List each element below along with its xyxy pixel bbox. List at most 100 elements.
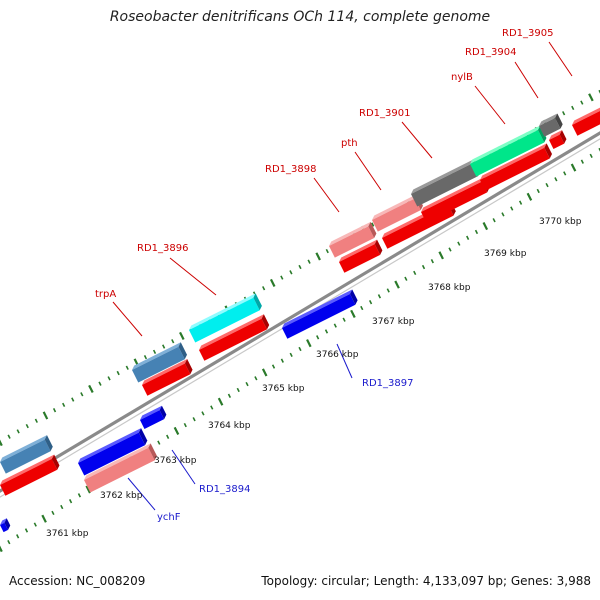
gene-label: ychF [157, 512, 181, 523]
map-title: Roseobacter denitrificans OCh 114, compl… [109, 9, 491, 25]
upper-tick-mark [171, 339, 175, 344]
kbp-label: 3761 kbp [46, 529, 89, 539]
gene-label-leader [169, 257, 217, 296]
gene-feature-face [372, 198, 421, 232]
gene-label: RD1_3897 [362, 378, 413, 389]
lower-tick-mark [536, 188, 540, 194]
gene-feature-top [0, 435, 47, 462]
upper-tick-mark [262, 286, 266, 291]
kbp-label: 3764 kbp [208, 421, 251, 431]
gene-feature-top [282, 289, 353, 328]
gene-feature-face [480, 147, 550, 191]
lower-tick-mark [16, 534, 20, 539]
gene-feature-face [421, 181, 488, 223]
upper-tick-mark [7, 434, 11, 439]
gene-label: RD1_3905 [502, 28, 553, 39]
gene-feature-top [132, 342, 181, 370]
gene-label-leader [112, 301, 143, 337]
gene-feature-end [4, 518, 11, 530]
lower-tick-mark [77, 493, 82, 498]
gene-feature-end [544, 143, 553, 159]
gene-feature-face [470, 130, 545, 177]
gene-feature-top [199, 314, 264, 350]
gene-feature-face [140, 410, 165, 429]
lower-tick-mark [271, 364, 276, 369]
upper-tick-mark [289, 270, 293, 275]
gene-feature-end [368, 221, 377, 238]
gene-feature-face [0, 522, 9, 533]
lower-tick-mark [526, 192, 533, 201]
upper-tick-mark [298, 264, 302, 270]
lower-tick-mark [368, 300, 373, 305]
lower-tick-mark [598, 147, 600, 152]
upper-tick-mark [315, 252, 321, 261]
gene-feature-cds-forward [142, 359, 193, 396]
gene-feature-top [339, 239, 378, 262]
gene-feature-face [339, 244, 381, 273]
gene-feature-top [189, 293, 256, 330]
gene-feature-cds-forward [199, 314, 270, 361]
lower-tick-mark [518, 200, 523, 205]
gene-label: nylB [451, 72, 473, 83]
gene-feature-top [329, 221, 371, 246]
lower-tick-mark [85, 485, 92, 494]
lower-tick-mark [245, 381, 249, 387]
upper-tick-mark [42, 411, 49, 420]
lower-tick-mark [589, 153, 593, 158]
upper-tick-mark [107, 376, 111, 381]
gene-feature-cds-reverse [78, 428, 148, 476]
lower-tick-mark [236, 387, 240, 393]
lower-tick-mark [580, 159, 584, 164]
gene-feature-orf-lower [84, 443, 157, 493]
upper-tick-mark [588, 93, 594, 102]
lower-tick-mark [466, 235, 470, 240]
gene-feature-face [132, 346, 185, 383]
lower-tick-mark [492, 218, 496, 223]
gene-feature-end [261, 314, 270, 330]
gene-feature-top [549, 130, 562, 140]
lower-tick-mark [377, 294, 382, 299]
lower-tick-mark [545, 182, 549, 188]
lower-tick-mark [68, 499, 73, 504]
lower-tick-mark [192, 417, 196, 422]
gene-feature-end [253, 293, 262, 311]
gene-feature-end [349, 289, 358, 305]
upper-tick-mark [371, 222, 375, 227]
gene-feature-top [470, 125, 541, 164]
upper-tick-mark [269, 278, 276, 287]
lower-tick-mark [183, 422, 187, 428]
lower-tick-mark [438, 251, 444, 260]
upper-tick-mark [325, 248, 329, 254]
gene-feature-face [78, 432, 146, 476]
gene-feature-face [282, 294, 356, 339]
kbp-label: 3763 kbp [154, 456, 197, 466]
upper-tick-mark [152, 349, 157, 354]
upper-tick-mark [34, 418, 38, 423]
gene-feature-face [84, 447, 155, 493]
gene-feature-cds-forward [480, 143, 553, 191]
gene-feature-face [189, 297, 260, 343]
gene-label-leader [474, 85, 506, 125]
gene-label-leader [548, 41, 573, 77]
gene-feature-face [329, 226, 375, 258]
gene-feature-top [480, 143, 547, 180]
gene-feature-end [159, 405, 167, 420]
gene-feature-end [184, 359, 193, 375]
kbp-label: 3766 kbp [316, 350, 359, 360]
gene-label: RD1_3898 [265, 164, 316, 175]
map-labels: 3761 kbp 3762 kbp 3763 kbp 3764 kbp 3765 kbp… [46, 28, 582, 539]
upper-tick-mark [143, 355, 148, 360]
lower-tick-mark [563, 171, 567, 176]
upper-tick-mark [179, 331, 185, 341]
gene-feature-cds-forward [339, 239, 383, 273]
gene-features [0, 107, 600, 533]
lower-tick-mark [413, 270, 417, 276]
gene-feature-end [138, 428, 148, 446]
gene-feature-top [411, 159, 475, 194]
lower-tick-mark [324, 329, 329, 334]
gene-feature-orf-upper [189, 293, 262, 343]
upper-tick-mark [116, 370, 120, 376]
upper-tick-mark [571, 105, 575, 111]
lower-tick-mark [501, 212, 505, 217]
gene-feature-face [142, 363, 191, 396]
